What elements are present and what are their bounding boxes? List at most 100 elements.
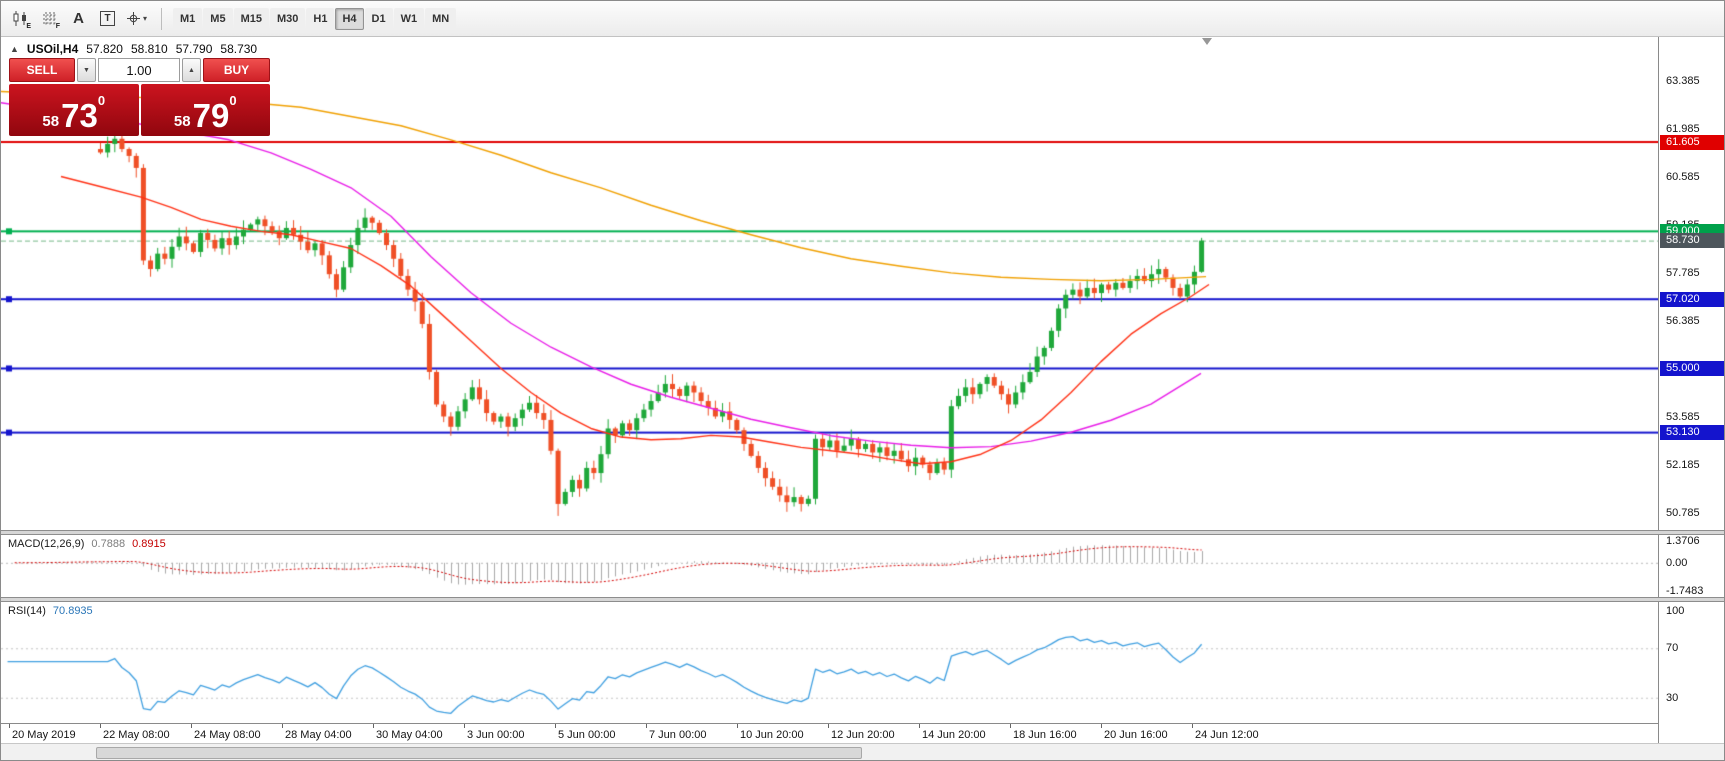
time-label: 3 Jun 00:00 — [467, 729, 525, 741]
chart-header: ▲ USOil,H4 57.820 58.810 57.790 58.730 — [10, 42, 257, 56]
timeframe-h4[interactable]: H4 — [335, 7, 364, 30]
macd-name: MACD(12,26,9) — [8, 538, 85, 550]
time-label: 5 Jun 00:00 — [558, 729, 616, 741]
price-line-badge: 53.130 — [1660, 425, 1724, 441]
bid-price-pipette: 0 — [97, 93, 106, 108]
grid-icon[interactable]: F — [36, 6, 63, 32]
timeframe-w1[interactable]: W1 — [393, 7, 425, 30]
rsi-label: RSI(14) 70.8935 — [8, 605, 100, 617]
timeframe-d1[interactable]: D1 — [364, 7, 393, 30]
time-label: 28 May 04:00 — [285, 729, 352, 741]
price-tick: 57.785 — [1666, 266, 1700, 279]
volume-increase-button[interactable]: ▲ — [182, 58, 201, 82]
text-annotation-glyph: A — [73, 10, 84, 27]
timeframe-m1[interactable]: M1 — [173, 7, 203, 30]
rsi-canvas[interactable] — [1, 602, 1658, 723]
time-tick-mark — [1101, 724, 1102, 728]
time-tick-mark — [9, 724, 10, 728]
time-label: 20 Jun 16:00 — [1104, 729, 1168, 741]
macd-scale-tick: 1.3706 — [1666, 534, 1700, 547]
one-click-trade-panel: SELL ▼ ▲ BUY 58 73 0 58 79 0 — [9, 58, 270, 136]
current-price-badge: 58.730 — [1660, 233, 1724, 249]
timeframe-h1[interactable]: H1 — [306, 7, 335, 30]
time-label: 14 Jun 20:00 — [922, 729, 986, 741]
time-tick-mark — [646, 724, 647, 728]
time-axis[interactable]: 20 May 2019 22 May 08:00 24 May 08:00 28 Ma… — [1, 723, 1658, 743]
rsi-scale-tick: 100 — [1666, 605, 1685, 618]
rsi-value: 70.8935 — [52, 605, 93, 617]
ask-price-panel[interactable]: 58 79 0 — [140, 84, 270, 136]
chevron-down-icon: ▼ — [83, 66, 90, 74]
price-tick: 63.385 — [1666, 75, 1700, 87]
macd-scale-tick: -1.7483 — [1666, 584, 1704, 597]
volume-input[interactable] — [98, 58, 180, 82]
chart-shift-marker-icon[interactable] — [1202, 38, 1212, 45]
panel-splitter-rsi[interactable] — [1, 597, 1724, 602]
time-tick-mark — [555, 724, 556, 728]
bid-price-major: 58 — [42, 113, 60, 130]
timeframe-m30[interactable]: M30 — [269, 7, 306, 30]
toolbar: E F A T ▾ M1 M5 M15 M30 H1 H4 D1 W1 MN — [1, 1, 1724, 37]
horizontal-scrollbar-thumb[interactable] — [96, 747, 862, 759]
time-tick-mark — [464, 724, 465, 728]
symbol-label: USOil,H4 — [26, 42, 79, 56]
macd-canvas[interactable] — [1, 535, 1658, 597]
horizontal-scrollbar[interactable] — [1, 743, 1724, 760]
price-line-badge: 55.000 — [1660, 360, 1724, 376]
trade-panel-quotes: 58 73 0 58 79 0 — [9, 84, 270, 136]
main-chart-canvas[interactable] — [1, 37, 1658, 531]
candlestick-glyph — [13, 11, 26, 26]
panel-splitter-macd[interactable] — [1, 530, 1724, 535]
crosshair-glyph — [126, 12, 140, 25]
rsi-name: RSI(14) — [8, 605, 46, 617]
time-tick-mark — [919, 724, 920, 728]
grid-glyph-letter: F — [55, 22, 60, 30]
crosshair-tool-icon[interactable]: ▾ — [123, 6, 150, 32]
price-scale[interactable]: 63.38561.98560.58559.18557.78556.38554.9… — [1658, 37, 1724, 743]
time-label: 30 May 04:00 — [376, 729, 443, 741]
text-box-icon[interactable]: T — [94, 6, 121, 32]
time-tick-mark — [737, 724, 738, 728]
chart-type-icon[interactable]: E — [7, 6, 34, 32]
volume-decrease-button[interactable]: ▼ — [77, 58, 96, 82]
bid-price-panel[interactable]: 58 73 0 — [9, 84, 139, 136]
time-label: 24 May 08:00 — [194, 729, 261, 741]
ohlc-low: 57.790 — [175, 42, 213, 56]
price-tick: 56.385 — [1666, 314, 1700, 327]
macd-signal-value: 0.8915 — [132, 538, 166, 550]
time-tick-mark — [1010, 724, 1011, 728]
ohlc-open: 57.820 — [86, 42, 123, 56]
chevron-up-icon: ▲ — [188, 66, 195, 74]
macd-scale-tick: 0.00 — [1666, 556, 1688, 569]
time-tick-mark — [191, 724, 192, 728]
dropdown-caret-icon: ▾ — [142, 14, 147, 23]
timeframe-group: M1 M5 M15 M30 H1 H4 D1 W1 MN — [173, 7, 457, 30]
timeframe-m15[interactable]: M15 — [233, 7, 269, 30]
time-label: 10 Jun 20:00 — [740, 729, 804, 741]
macd-main-value: 0.7888 — [91, 538, 126, 550]
ohlc-close: 58.730 — [220, 42, 258, 56]
timeframe-m5[interactable]: M5 — [203, 7, 233, 30]
ask-price-major: 58 — [173, 113, 191, 130]
time-label: 7 Jun 00:00 — [649, 729, 707, 741]
time-label: 18 Jun 16:00 — [1013, 729, 1077, 741]
time-label: 24 Jun 12:00 — [1195, 729, 1259, 741]
time-tick-mark — [100, 724, 101, 728]
rsi-scale-tick: 30 — [1666, 691, 1679, 704]
time-label: 20 May 2019 — [12, 729, 76, 741]
price-tick: 52.185 — [1666, 458, 1700, 471]
text-annotation-icon[interactable]: A — [65, 6, 92, 32]
price-tick: 50.785 — [1666, 506, 1700, 519]
time-label: 22 May 08:00 — [103, 729, 170, 741]
buy-button[interactable]: BUY — [203, 58, 270, 82]
rsi-scale-tick: 70 — [1666, 642, 1679, 655]
time-tick-mark — [1192, 724, 1193, 728]
price-line-badge: 61.605 — [1660, 134, 1724, 150]
time-tick-mark — [828, 724, 829, 728]
sell-button[interactable]: SELL — [9, 58, 75, 82]
macd-label: MACD(12,26,9) 0.7888 0.8915 — [8, 538, 173, 550]
collapse-trade-panel-icon[interactable]: ▲ — [10, 44, 19, 54]
timeframe-mn[interactable]: MN — [425, 7, 457, 30]
time-label: 12 Jun 20:00 — [831, 729, 895, 741]
